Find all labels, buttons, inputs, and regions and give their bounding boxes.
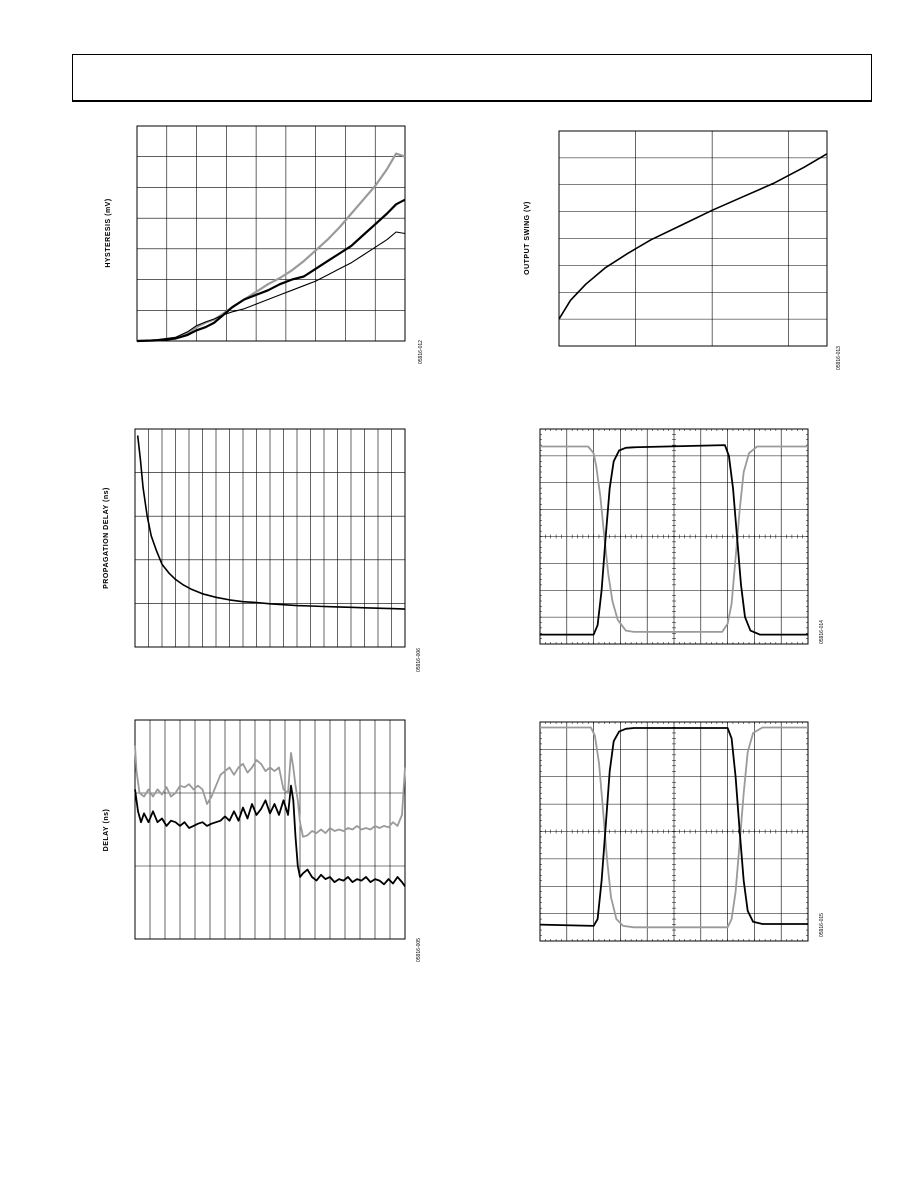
output-swing-series-0 [558, 153, 828, 320]
delay-plot-frame [134, 719, 406, 940]
delay-grid [134, 719, 406, 940]
propagation-delay-plot-frame [134, 428, 406, 648]
output-swing-figure-id: 05916-013 [836, 346, 842, 370]
propagation-delay-figure-id: 05916-006 [416, 648, 422, 672]
scope-2-plot-frame [539, 721, 809, 942]
hysteresis-figure-id: 05916-012 [418, 340, 424, 364]
scope-1-series-1 [540, 444, 808, 636]
delay-chart: DELAY (ns) 05916-005 [103, 719, 422, 962]
scope-1-plot-frame [539, 428, 809, 645]
delay-series-0 [134, 745, 406, 838]
output-swing-grid [558, 130, 828, 347]
scope-2-chart: 05916-015 [539, 721, 825, 942]
hysteresis-y-axis-label: HYSTERESIS (mV) [105, 198, 112, 267]
output-swing-y-axis-label: OUTPUT SWING (V) [524, 201, 531, 275]
propagation-delay-series-0 [136, 435, 406, 610]
hysteresis-series-1 [136, 198, 406, 343]
delay-figure-id: 05916-005 [416, 938, 422, 962]
scope-1-chart: 05916-014 [539, 428, 825, 645]
output-swing-plot-frame [558, 130, 828, 347]
delay-series-1 [134, 784, 406, 887]
propagation-delay-chart: PROPAGATION DELAY (ns) 05916-006 [103, 428, 422, 672]
hysteresis-grid [136, 125, 406, 342]
hysteresis-chart: HYSTERESIS (mV) 05916-012 [105, 125, 424, 364]
output-swing-chart: OUTPUT SWING (V) 05916-013 [524, 130, 842, 370]
scope-1-grid [539, 428, 809, 645]
delay-y-axis-label: DELAY (ns) [103, 809, 110, 852]
hysteresis-series-2 [136, 231, 406, 342]
propagation-delay-grid [134, 428, 406, 648]
page-header-box [72, 54, 872, 102]
scope-1-series-0 [540, 445, 808, 633]
scope-2-series-0 [540, 726, 808, 929]
scope-1-figure-id: 05916-014 [819, 620, 825, 644]
hysteresis-series-0 [136, 152, 406, 343]
scope-2-figure-id: 05916-015 [819, 913, 825, 937]
scope-2-series-1 [539, 727, 808, 927]
propagation-delay-y-axis-label: PROPAGATION DELAY (ns) [103, 487, 110, 589]
scope-2-grid [539, 721, 809, 942]
